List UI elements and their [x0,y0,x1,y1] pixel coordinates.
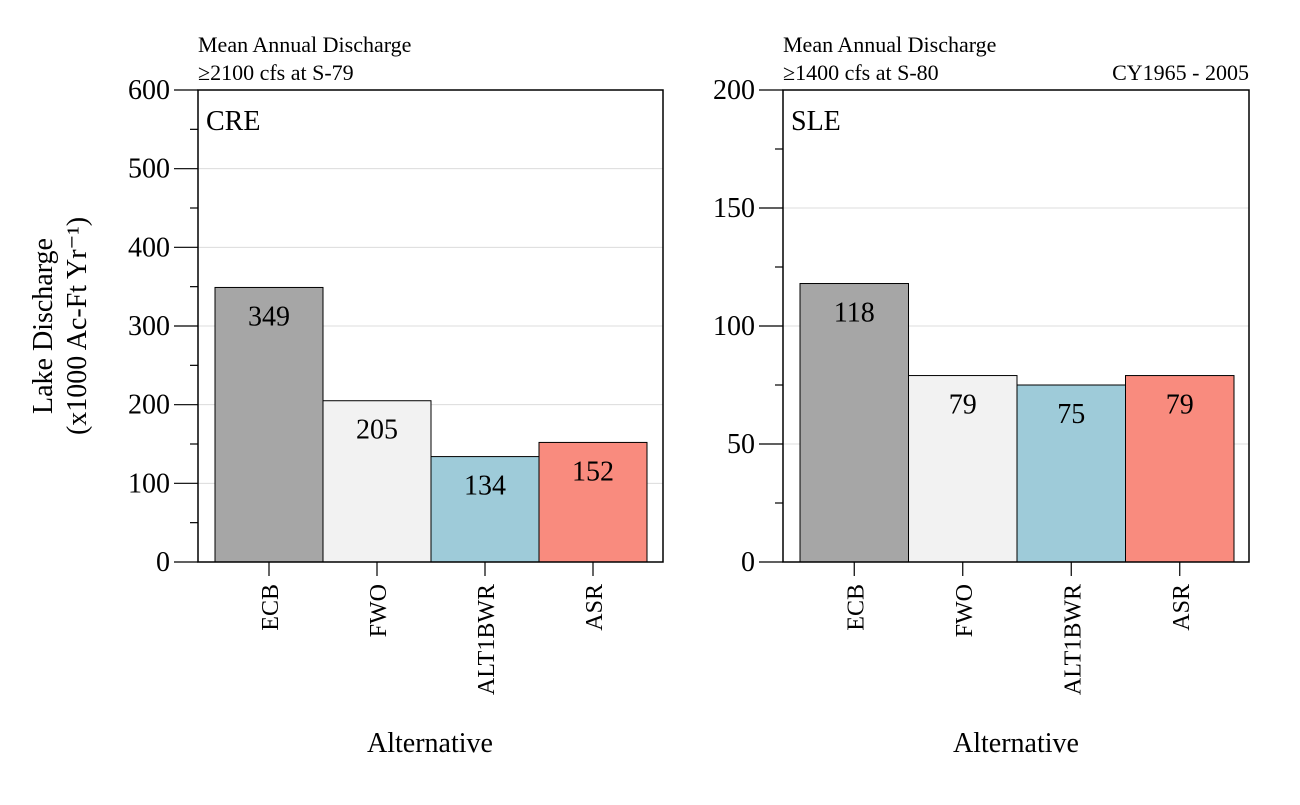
y-tick-label: 200 [713,75,755,106]
y-tick-label: 0 [741,547,755,578]
bar-alt1bwr [430,456,540,563]
panel-cre: Mean Annual Discharge ≥2100 cfs at S-79 … [128,32,664,759]
bar-value-label: 79 [949,390,977,421]
panel-1-title-line-2: ≥2100 cfs at S-79 [198,60,354,85]
bar-value-label: 134 [464,471,506,502]
x-tick-label: ASR [1169,584,1195,631]
y-tick-label: 400 [128,232,170,263]
y-tick-label: 100 [128,468,170,499]
y-tick-label: 100 [713,311,755,342]
bar-value-label: 75 [1057,399,1085,430]
x-tick-label: ALT1BWR [474,584,500,695]
panel-1-label: CRE [206,106,260,137]
y-tick-label: 300 [128,311,170,342]
x-tick-label: ASR [582,584,608,631]
panel-1-title-line-1: Mean Annual Discharge [198,32,411,57]
panel-2-label: SLE [791,106,841,137]
y-tick-label: 50 [727,429,755,460]
x-tick-label: ECB [258,584,284,631]
x-tick-label: ECB [843,584,869,631]
bar-value-label: 205 [356,415,398,446]
y-tick-label: 600 [128,75,170,106]
y-axis-title-line-2: (x1000 Ac-Ft Yr⁻¹) [62,217,93,435]
y-tick-label: 200 [128,390,170,421]
bar-ecb [799,283,909,563]
bar-asr [1125,375,1235,563]
panel-2-title-line-1: Mean Annual Discharge [783,32,996,57]
bar-asr [538,441,648,563]
bar-value-label: 349 [248,301,290,332]
y-tick-label: 150 [713,193,755,224]
bar-fwo [908,375,1018,563]
panel-1-x-axis-title: Alternative [367,728,493,759]
panel-2-x-axis-title: Alternative [953,728,1079,759]
x-tick-label: FWO [366,584,392,637]
panel-sle: Mean Annual Discharge ≥1400 cfs at S-80 … [713,32,1250,759]
y-tick-label: 0 [156,547,170,578]
panel-2-right-note: CY1965 - 2005 [1112,60,1249,85]
bar-value-label: 79 [1166,390,1194,421]
y-axis-title: Lake Discharge (x1000 Ac-Ft Yr⁻¹) [28,217,93,435]
x-tick-label: ALT1BWR [1060,584,1086,695]
panel-1-marks: 349 ECB 205 FWO 134 ALT1BWR 152 ASR 0 100 200 300 40… [128,75,664,695]
bar-value-label: 152 [572,456,614,487]
bar-alt1bwr [1016,384,1126,563]
panel-2-marks: 118 ECB 79 FWO 75 ALT1BWR 79 ASR 0 50 100 150 200 [713,75,1250,695]
panel-2-title-line-2: ≥1400 cfs at S-80 [783,60,939,85]
y-tick-label: 500 [128,154,170,185]
x-tick-label: FWO [952,584,978,637]
bar-value-label: 118 [834,298,875,329]
y-axis-title-line-1: Lake Discharge [28,238,59,414]
bar-ecb [214,286,324,563]
